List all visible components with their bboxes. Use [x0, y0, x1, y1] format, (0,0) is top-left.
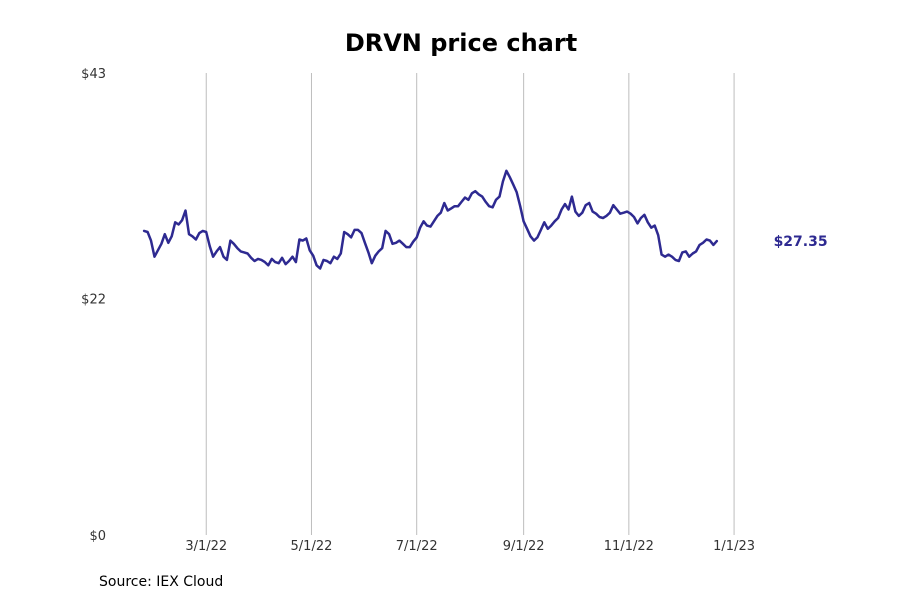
- x-tick-label: 3/1/22: [185, 539, 227, 554]
- x-tick-label: 11/1/22: [604, 539, 654, 554]
- last-price-label: $27.35: [774, 234, 828, 250]
- x-axis-ticks: 3/1/22 5/1/22 7/1/22 9/1/22 11/1/22 1/1/23: [185, 539, 755, 554]
- price-series-line: [142, 169, 719, 270]
- y-axis-ticks: $0 $22 $43: [81, 67, 106, 544]
- chart-title: DRVN price chart: [345, 29, 577, 57]
- y-tick-label: $43: [81, 67, 106, 82]
- x-tick-label: 5/1/22: [291, 539, 333, 554]
- x-tick-label: 9/1/22: [503, 539, 545, 554]
- x-tick-label: 7/1/22: [396, 539, 438, 554]
- y-tick-label: $22: [81, 293, 106, 308]
- source-note: Source: IEX Cloud: [99, 574, 224, 590]
- x-gridlines: [205, 73, 735, 535]
- x-tick-label: 1/1/23: [713, 539, 755, 554]
- y-tick-label: $0: [89, 529, 106, 544]
